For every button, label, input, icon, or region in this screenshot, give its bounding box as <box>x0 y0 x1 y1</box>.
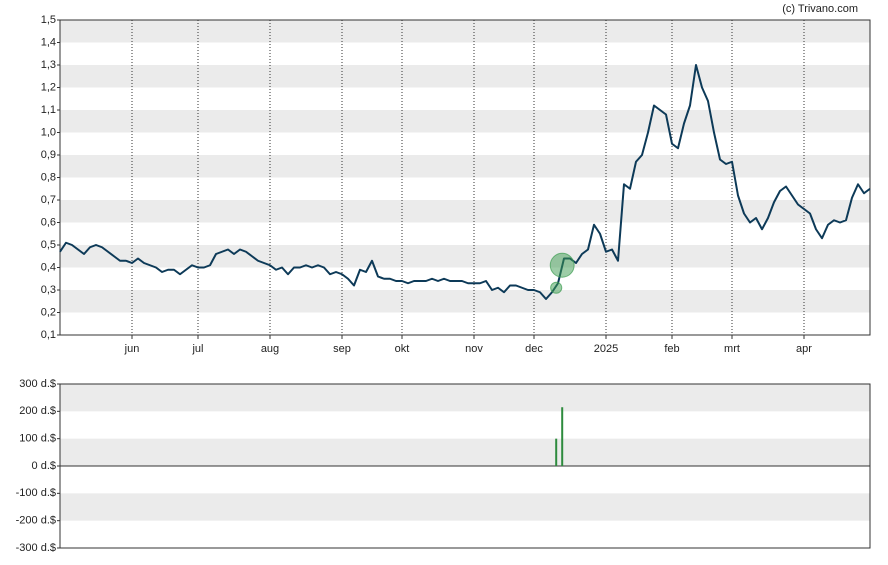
y-tick-label: 200 d.$ <box>19 405 56 417</box>
y-tick-label: 1,5 <box>41 14 56 26</box>
band <box>60 290 870 313</box>
y-tick-label: 0,6 <box>41 216 56 228</box>
trade-marker <box>550 281 563 294</box>
y-tick-label: 1,0 <box>41 126 56 138</box>
y-tick-label: 100 d.$ <box>19 433 56 445</box>
y-tick-label: 0,2 <box>41 306 56 318</box>
band <box>60 200 870 223</box>
source: (c) Trivano.com <box>782 3 858 15</box>
x-tick-label: aug <box>261 343 279 355</box>
y-tick-label: 1,1 <box>41 104 56 116</box>
price-line <box>59 64 871 300</box>
y-tick-label: 1,4 <box>41 36 56 48</box>
y-tick-label: -100 d.$ <box>16 487 56 499</box>
x-tick-label: jun <box>124 343 140 355</box>
x-tick-label: jul <box>191 343 203 355</box>
x-tick-label: mrt <box>724 343 740 355</box>
x-tick-label: apr <box>796 343 812 355</box>
band <box>60 438 870 466</box>
x-tick-label: sep <box>333 343 351 355</box>
x-tick-label: 2025 <box>594 343 618 355</box>
band <box>60 20 870 43</box>
y-tick-label: 300 d.$ <box>19 378 56 390</box>
x-tick-label: nov <box>465 343 483 355</box>
band <box>60 110 870 133</box>
bar <box>561 407 564 466</box>
band <box>60 493 870 521</box>
band <box>60 65 870 88</box>
y-tick-label: 1,3 <box>41 59 56 71</box>
band <box>60 384 870 412</box>
y-tick-label: 0,9 <box>41 149 56 161</box>
x-tick-label: feb <box>664 343 679 355</box>
y-tick-label: 0,3 <box>41 284 56 296</box>
y-tick-label: 0,4 <box>41 261 56 273</box>
y-tick-label: -200 d.$ <box>16 515 56 527</box>
y-tick-label: 0,8 <box>41 171 56 183</box>
x-tick-label: dec <box>525 343 543 355</box>
y-tick-label: 0 d.$ <box>32 460 56 472</box>
y-tick-label: 0,5 <box>41 239 56 251</box>
y-tick-label: 1,2 <box>41 81 56 93</box>
y-tick-label: 0,7 <box>41 194 56 206</box>
band <box>60 245 870 268</box>
trade-marker <box>549 252 575 278</box>
y-tick-label: 0,1 <box>41 329 56 341</box>
x-tick-label: okt <box>395 343 410 355</box>
plot-frame <box>59 19 871 336</box>
bar <box>555 438 558 466</box>
y-tick-label: -300 d.$ <box>16 542 56 554</box>
band <box>60 155 870 178</box>
